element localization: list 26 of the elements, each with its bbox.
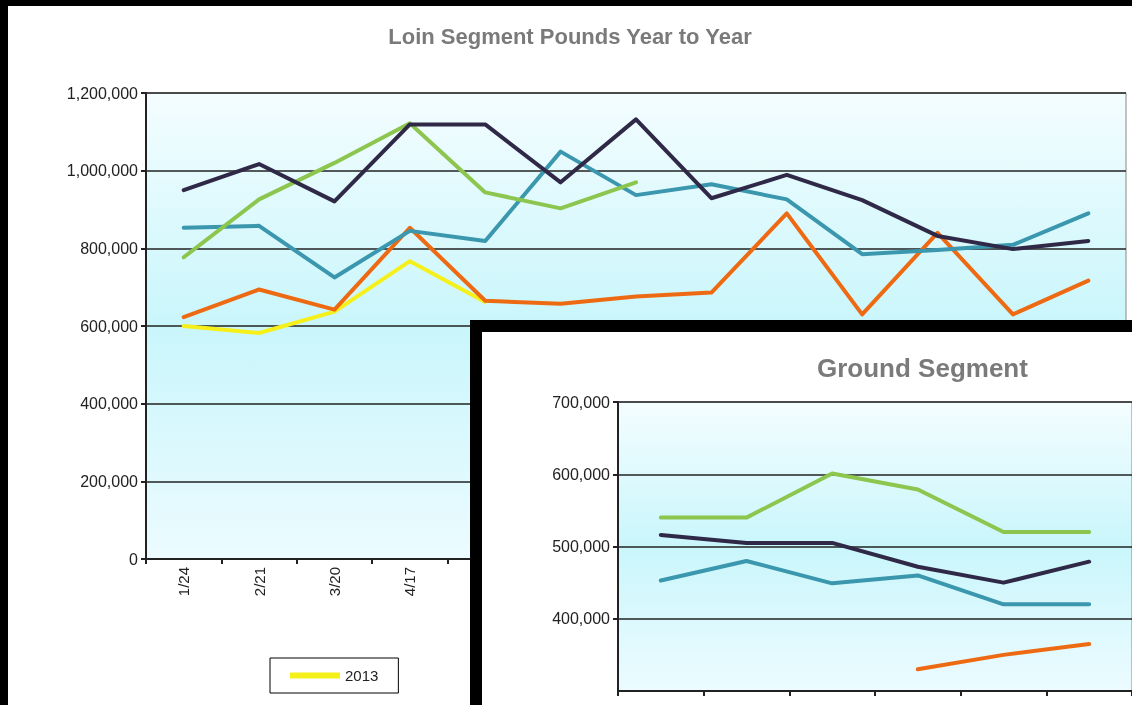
x-tick-label: 2/21 (250, 567, 268, 597)
y-tick-label: 1,200,000 (66, 84, 139, 102)
line-series (181, 259, 488, 335)
x-tick-label: 1/24 (175, 567, 193, 597)
x-tick-label: 4/17 (401, 567, 419, 597)
y-tick-label: 600,000 (552, 465, 611, 483)
y-tick-label: 400,000 (552, 610, 611, 628)
y-tick-label: 700,000 (552, 393, 611, 411)
y-tick-label: 200,000 (80, 472, 139, 490)
chart-title: Loin Segment Pounds Year to Year (388, 23, 753, 49)
line-series (181, 211, 1091, 320)
y-tick-label: 0 (129, 550, 139, 568)
y-tick-label: 500,000 (552, 538, 611, 555)
line-series (658, 532, 1092, 585)
line-series (658, 558, 1092, 607)
line-series (658, 471, 1092, 535)
y-tick-label: 600,000 (80, 317, 139, 335)
y-tick-label: 400,000 (80, 395, 139, 413)
legend-label: 2013 (345, 667, 379, 684)
line-series (181, 121, 638, 260)
line-series (181, 149, 1091, 280)
line-series (181, 117, 1091, 252)
y-tick-label: 1,000,000 (66, 162, 139, 180)
x-tick-label: 3/20 (325, 567, 343, 597)
y-tick-label: 800,000 (80, 239, 139, 257)
chart-title: Ground Segment (817, 353, 1029, 383)
